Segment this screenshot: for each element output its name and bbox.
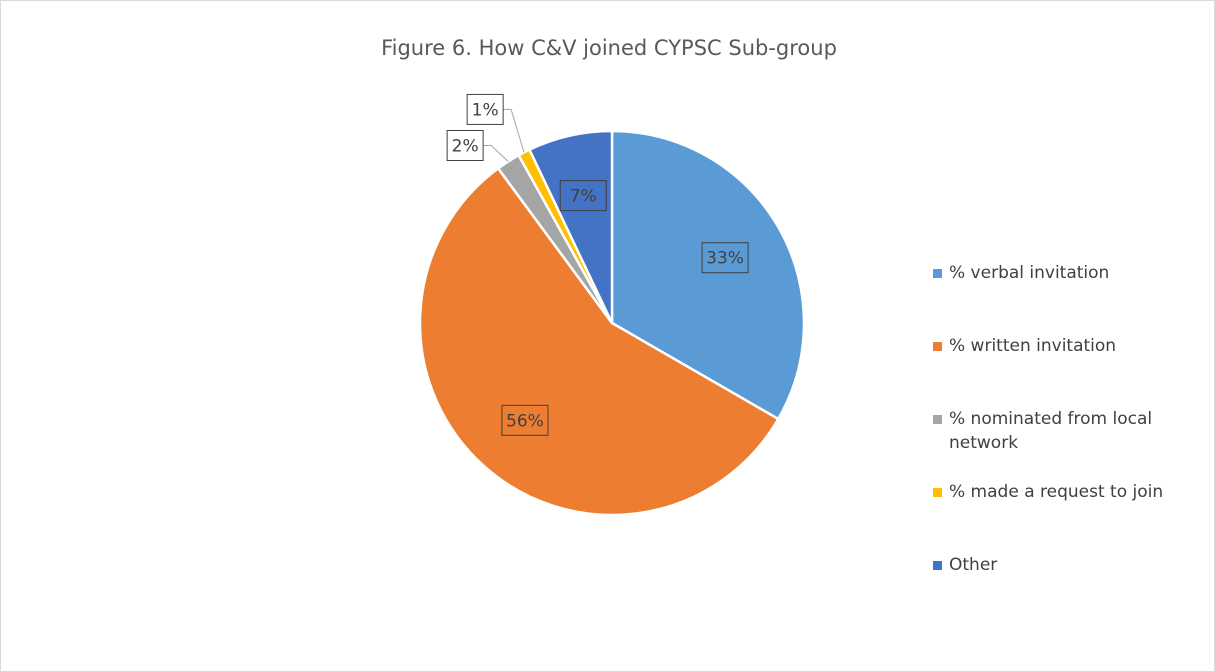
data-label: 2% [452,136,479,156]
data-label: 56% [506,411,544,431]
data-label: 33% [706,249,744,269]
leader-line [503,108,525,153]
data-label-box [701,242,749,274]
data-label-box [446,129,484,161]
legend-item: % nominated from local network [933,407,1203,455]
data-label-box [559,180,607,212]
legend-label: % made a request to join [949,482,1164,502]
legend-item: % verbal invitation [933,261,1203,285]
data-label: 7% [570,187,597,207]
leader-line [483,144,509,162]
legend-label: % nominated from local network [949,409,1153,453]
legend: % verbal invitation % written invitation%… [933,261,1203,577]
legend-swatch [933,561,942,570]
pie-slice [610,129,806,421]
legend-label: % verbal invitation [949,263,1110,283]
legend-swatch [933,342,942,351]
chart-title: Figure 6. How C&V joined CYPSC Sub-group [381,36,837,60]
pie-slice [527,129,614,324]
legend-swatch [933,415,942,424]
legend-item: % made a request to join [933,480,1203,504]
data-label: 1% [472,100,499,120]
legend-swatch [933,269,942,278]
data-label-box [501,404,549,436]
legend-label: Other [949,555,998,575]
legend-item: % written invitation [933,334,1203,358]
legend-item: Other [933,553,1203,577]
data-label-box [466,93,504,125]
legend-label: % written invitation [949,336,1117,356]
legend-swatch [933,488,942,497]
